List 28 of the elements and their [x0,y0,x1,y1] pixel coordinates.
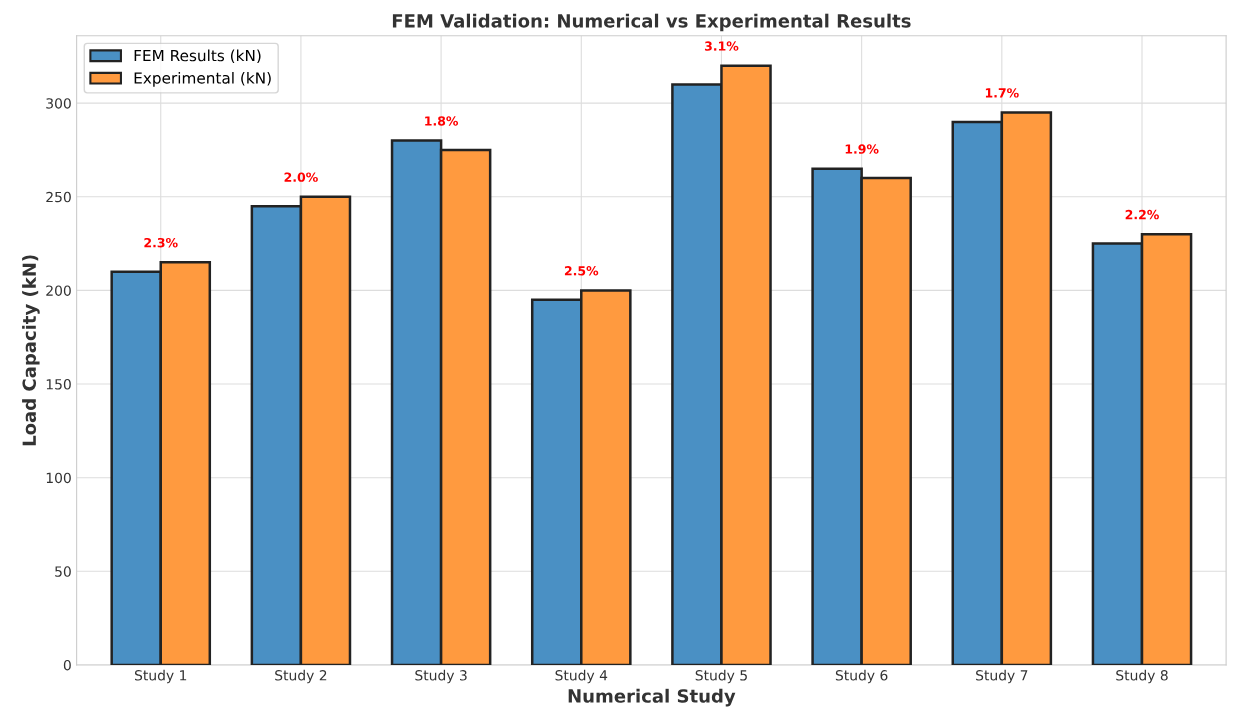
y-tick-label: 100 [46,472,71,484]
x-axis-title: Numerical Study [568,688,736,707]
chart-title: FEM Validation: Numerical vs Experimental Results [392,13,911,32]
annotation: 1.9% [845,144,879,154]
y-axis-title: Load Capacity (kN) [22,255,40,446]
x-tick-label: Study 5 [695,669,747,684]
annotation: 2.5% [564,266,599,276]
y-tick-label: 0 [63,659,71,671]
x-tick-label: Study 7 [976,669,1028,684]
x-tick-label: Study 1 [134,669,187,684]
y-tick-label: 250 [46,191,71,203]
annotation: 2.2% [1125,209,1159,220]
annotation: 2.3% [144,237,178,248]
x-tick-label: Study 3 [415,669,467,684]
y-tick-label: 300 [46,98,71,109]
annotation: 1.8% [425,116,459,126]
x-tick-label: Study 4 [555,669,608,684]
y-tick-label: 200 [46,285,71,296]
annotation: 2.0% [284,172,318,182]
y-tick-label: 50 [55,566,71,577]
x-tick-label: Study 2 [275,669,327,684]
legend-label: FEM Results (kN) [134,49,261,64]
annotation: 3.1% [704,41,739,51]
annotation: 1.7% [985,88,1019,98]
y-tick-label: 150 [46,379,71,390]
x-tick-label: Study 6 [835,669,888,684]
legend-label: Experimental (kN) [134,71,271,87]
x-tick-label: Study 8 [1116,669,1168,684]
